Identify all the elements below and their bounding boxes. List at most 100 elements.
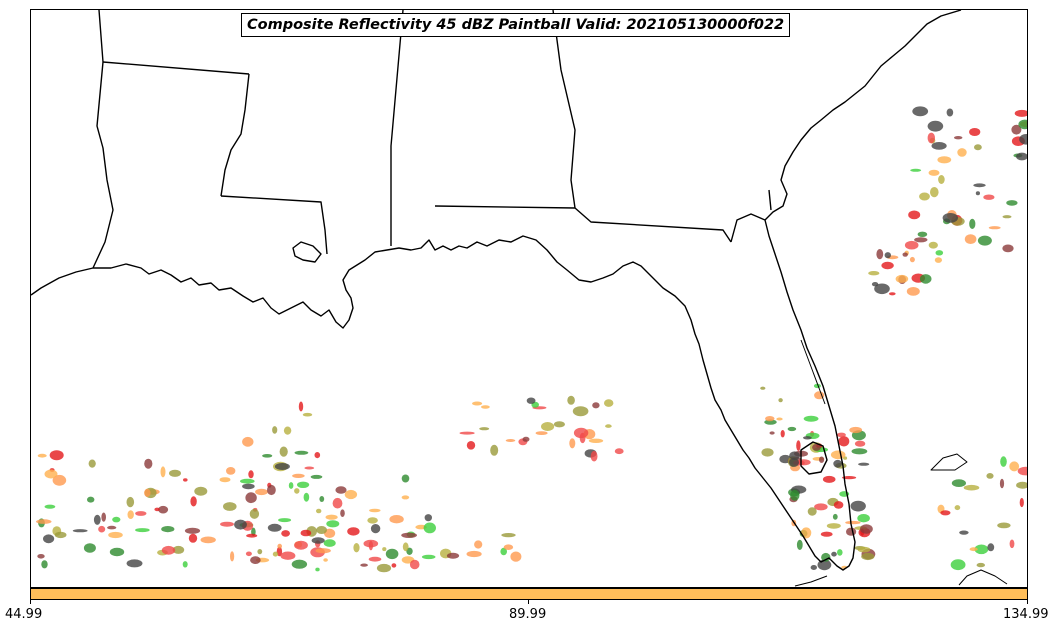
storm-cell: [769, 431, 775, 435]
storm-cell: [248, 470, 254, 479]
storm-cell: [376, 563, 392, 573]
storm-cell: [459, 431, 475, 435]
storm-cell: [895, 274, 909, 283]
storm-cell: [761, 448, 774, 457]
storm-cell: [112, 516, 121, 523]
storm-cell: [954, 136, 963, 140]
storm-cell: [367, 517, 378, 524]
state-line-ms-al: [390, 10, 404, 246]
storm-cell: [93, 514, 101, 525]
storm-cell: [257, 549, 263, 555]
storm-cell: [535, 431, 548, 435]
storm-cell: [819, 456, 825, 463]
storm-cell: [250, 556, 261, 564]
storm-cell: [803, 436, 812, 440]
storm-cell: [368, 540, 373, 551]
state-line-al-ga: [552, 10, 576, 209]
storm-cell: [446, 552, 460, 559]
storm-cell: [297, 481, 310, 488]
storm-cell: [409, 559, 420, 570]
storm-cell: [242, 483, 255, 490]
storm-cell: [402, 542, 409, 552]
storm-cell: [778, 398, 783, 403]
storm-cell: [940, 510, 951, 516]
storm-cell: [1018, 119, 1027, 130]
storm-cell: [974, 544, 989, 555]
state-line-ms-river: [220, 73, 250, 197]
storm-cell: [790, 489, 800, 501]
storm-cell: [267, 523, 282, 532]
storm-cell: [52, 474, 67, 486]
storm-cell: [316, 526, 327, 534]
storm-cell: [1019, 134, 1027, 145]
storm-cell: [1002, 215, 1012, 219]
storm-cell: [323, 539, 336, 547]
storm-cell: [826, 523, 841, 529]
storm-cell: [368, 556, 382, 562]
storm-cell: [845, 520, 861, 525]
storm-cell: [182, 561, 188, 568]
storm-cell: [1009, 539, 1015, 549]
storm-cell: [41, 560, 48, 569]
storm-cell: [184, 527, 201, 534]
boundaries-layer: [31, 10, 1008, 587]
storm-cell: [101, 512, 106, 522]
storm-cell: [969, 547, 978, 552]
storm-cell: [245, 492, 257, 504]
storm-cell: [914, 237, 928, 243]
storm-cell: [963, 484, 980, 491]
storm-cell: [154, 507, 160, 512]
storm-cell: [567, 395, 575, 405]
storm-cell: [765, 416, 775, 422]
storm-cell: [927, 120, 944, 132]
storm-cell: [319, 496, 325, 502]
storm-cell: [298, 401, 304, 412]
storm-cell: [776, 417, 783, 421]
storm-cell: [421, 554, 436, 560]
storm-cell: [1002, 244, 1014, 253]
storm-cell: [278, 518, 292, 523]
storm-cell: [315, 567, 320, 572]
storm-cell: [526, 397, 536, 404]
storm-cell: [935, 250, 944, 256]
storm-cell: [983, 194, 995, 200]
storm-cell: [861, 552, 875, 561]
state-line-tx-la: [92, 10, 114, 269]
storm-cell: [789, 451, 800, 461]
storm-cell: [424, 514, 432, 522]
storm-cell: [200, 536, 216, 544]
storm-cell: [240, 478, 255, 484]
state-line-ga-fl: [730, 213, 766, 243]
storm-cell: [267, 484, 276, 496]
storm-cell: [889, 292, 896, 296]
storm-cell: [332, 497, 343, 509]
storm-cell: [854, 440, 866, 447]
storm-cell: [505, 439, 516, 442]
storm-cell: [220, 521, 234, 527]
storm-cell: [573, 427, 589, 439]
storm-cell: [474, 540, 483, 549]
storm-cell: [934, 257, 943, 263]
storm-cell: [190, 496, 197, 507]
storm-cell: [490, 444, 499, 456]
storm-cell: [951, 479, 967, 487]
gulf-coastline: [31, 10, 962, 571]
storm-cell: [315, 548, 331, 554]
florida-keys: [794, 575, 828, 587]
storm-cell: [837, 549, 843, 556]
storm-cell: [326, 520, 340, 528]
storm-cell: [838, 436, 850, 447]
indian-river: [800, 339, 826, 405]
storm-cell: [868, 271, 880, 276]
storm-cell: [976, 562, 985, 568]
state-line-al-fl: [434, 205, 732, 243]
storm-cell: [291, 559, 308, 569]
storm-cell: [803, 415, 819, 422]
storm-cell: [340, 509, 345, 517]
storm-cell: [999, 478, 1005, 489]
storm-cell: [272, 426, 278, 434]
storm-cell: [986, 473, 994, 479]
storm-cell: [107, 525, 117, 530]
storm-cell: [969, 128, 981, 136]
storm-cell: [588, 438, 604, 443]
